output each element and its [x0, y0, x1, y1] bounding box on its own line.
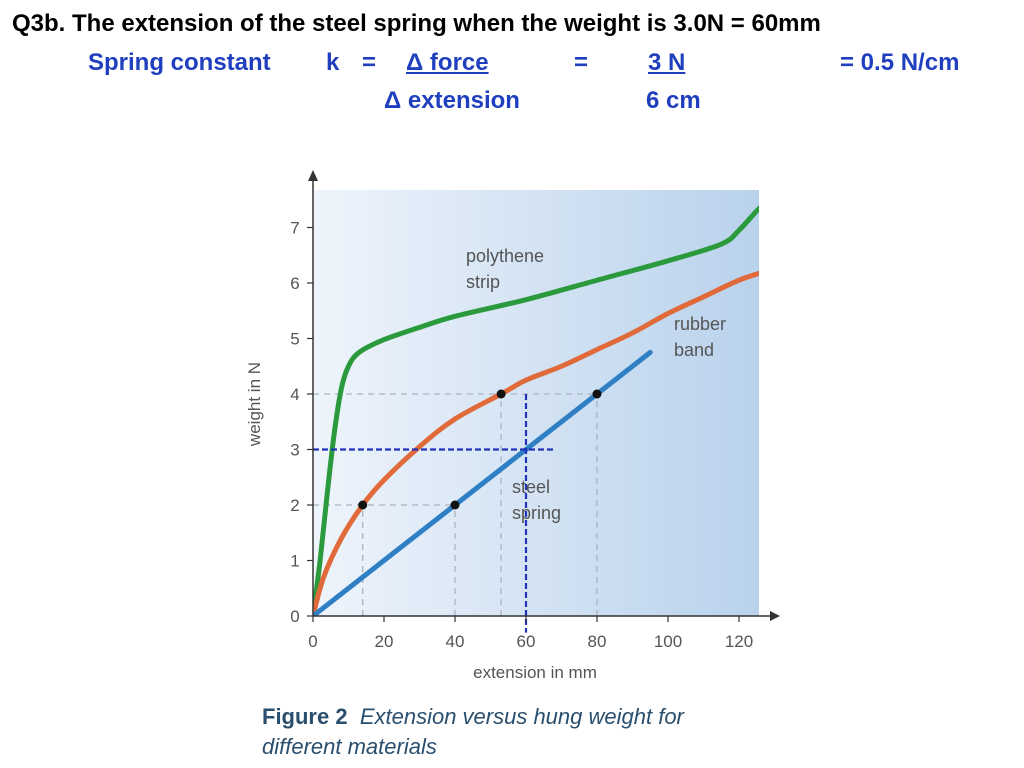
rubber-band-label: rubber — [674, 314, 726, 334]
y-tick-label: 2 — [290, 496, 299, 515]
reading-guides — [313, 394, 555, 633]
curve-labels: polythene strip rubber band steel spring — [466, 246, 726, 523]
polythene-strip-curve — [313, 205, 759, 616]
y-axis-arrow-icon — [308, 170, 318, 181]
equals-sign-1: = — [362, 49, 377, 76]
caption-line2: different materials — [262, 734, 437, 759]
polythene-strip-label: polythene — [466, 246, 544, 266]
marked-point — [358, 500, 368, 510]
x-tick-label: 80 — [588, 632, 607, 651]
caption-line1: Extension versus hung weight for — [359, 704, 684, 729]
k-symbol: k — [326, 49, 340, 76]
equals-sign-2: = — [574, 49, 589, 76]
marked-point — [450, 500, 460, 510]
result-value: = 0.5 N/cm — [840, 49, 960, 76]
steel-spring-label: steel — [512, 477, 550, 497]
y-tick-label: 6 — [290, 274, 299, 293]
dashed-guides — [313, 393, 598, 616]
y-tick-label: 4 — [290, 385, 299, 404]
x-tick-label: 20 — [375, 632, 394, 651]
y-tick-label: 1 — [290, 552, 299, 571]
x-tick-label: 120 — [725, 632, 753, 651]
axes — [308, 170, 780, 621]
y-tick-label: 5 — [290, 330, 299, 349]
y-tick-label: 0 — [290, 607, 299, 626]
rubber-band-label: band — [674, 340, 714, 360]
y-axis-label: weight in N — [245, 362, 264, 447]
marked-point — [496, 389, 506, 399]
y-tick-label: 3 — [290, 441, 299, 460]
delta-extension: Δ extension — [384, 87, 520, 114]
x-tick-label: 0 — [308, 632, 317, 651]
y-tick-label: 7 — [290, 219, 299, 238]
force-value: 3 N — [648, 49, 686, 76]
rubber-band-curve — [313, 270, 759, 616]
polythene-strip-label: strip — [466, 272, 500, 292]
x-axis-label: extension in mm — [473, 663, 597, 682]
x-tick-label: 60 — [517, 632, 536, 651]
x-tick-label: 40 — [446, 632, 465, 651]
x-axis-arrow-icon — [770, 611, 780, 621]
steel-spring-label: spring — [512, 503, 561, 523]
marked-point — [592, 389, 602, 399]
plot-background — [313, 190, 759, 616]
ticks: 0 20 40 60 80 100 120 0 1 2 3 4 5 6 7 — [290, 219, 753, 652]
marked-points — [358, 389, 602, 510]
extension-value: 6 cm — [646, 87, 701, 114]
header-line1: Q3b. The extension of the steel spring w… — [12, 10, 821, 37]
delta-force: Δ force — [406, 49, 489, 76]
spring-constant-label: Spring constant — [88, 49, 271, 76]
x-tick-label: 100 — [654, 632, 682, 651]
figure-label: Figure 2 — [262, 704, 348, 729]
figure-caption: Figure 2 Extension versus hung weight fo… — [262, 702, 684, 762]
